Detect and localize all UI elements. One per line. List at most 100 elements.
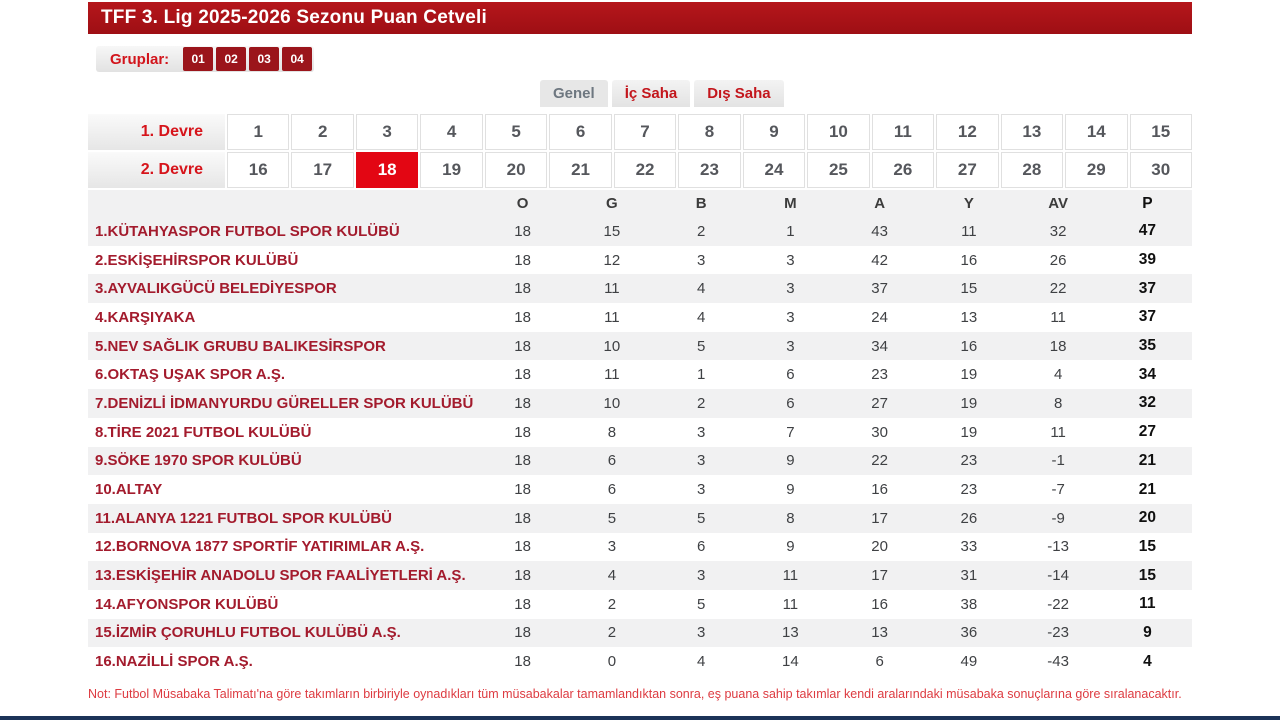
stat-b: 5 [696, 509, 706, 527]
round-17[interactable]: 17 [291, 152, 354, 188]
team-name[interactable]: 8.TİRE 2021 FUTBOL KULÜBÜ [95, 423, 312, 441]
round-12[interactable]: 12 [936, 114, 999, 150]
round-2[interactable]: 2 [291, 114, 354, 150]
tab-genel[interactable]: Genel [540, 80, 608, 107]
round-11[interactable]: 11 [871, 114, 935, 150]
stat-b: 3 [696, 567, 706, 585]
group-button-02[interactable]: 02 [216, 47, 247, 71]
stat-y: 23 [960, 452, 978, 470]
stat-av: 8 [1053, 394, 1063, 412]
team-name[interactable]: 16.NAZİLLİ SPOR A.Ş. [95, 653, 253, 671]
view-tabs: Genel İç Saha Dış Saha [540, 80, 784, 107]
table-row: 7.DENİZLİ İDMANYURDU GÜRELLER SPOR KULÜB… [88, 389, 1192, 418]
stat-m: 3 [786, 308, 795, 326]
team-name[interactable]: 6.OKTAŞ UŞAK SPOR A.Ş. [95, 366, 286, 384]
group-button-01[interactable]: 01 [183, 47, 214, 71]
team-name[interactable]: 3.AYVALIKGÜCÜ BELEDİYESPOR [95, 280, 337, 298]
stat-av: -23 [1047, 624, 1069, 642]
column-header-y: Y [963, 195, 974, 212]
stat-g: 12 [603, 251, 621, 269]
tab-ic-saha[interactable]: İç Saha [611, 80, 691, 107]
stat-o: 18 [514, 567, 531, 585]
stat-av: -43 [1047, 653, 1069, 671]
round-25[interactable]: 25 [807, 152, 870, 188]
table-row: 15.İZMİR ÇORUHLU FUTBOL KULÜBÜ A.Ş. 18 2 3 1… [88, 618, 1192, 648]
stat-g: 11 [604, 280, 620, 298]
stat-y: 26 [960, 509, 978, 527]
stat-a: 42 [871, 251, 888, 269]
stat-p: 11 [1139, 595, 1156, 613]
team-name[interactable]: 15.İZMİR ÇORUHLU FUTBOL KULÜBÜ A.Ş. [95, 624, 401, 642]
team-name[interactable]: 5.NEV SAĞLIK GRUBU BALIKESİRSPOR [95, 337, 386, 355]
stat-y: 16 [960, 337, 978, 355]
stat-b: 5 [696, 337, 706, 355]
stat-p: 39 [1138, 251, 1156, 269]
team-name[interactable]: 7.DENİZLİ İDMANYURDU GÜRELLER SPOR KULÜB… [95, 394, 474, 412]
round-29[interactable]: 29 [1065, 152, 1128, 188]
team-name[interactable]: 13.ESKİŞEHİR ANADOLU SPOR FAALİYETLERİ A… [95, 567, 466, 585]
stat-y: 38 [960, 595, 978, 613]
stat-b: 3 [696, 624, 706, 642]
round-6[interactable]: 6 [549, 114, 612, 150]
group-button-04[interactable]: 04 [282, 47, 313, 71]
stat-m: 13 [782, 624, 799, 642]
team-name[interactable]: 9.SÖKE 1970 SPOR KULÜBÜ [95, 452, 302, 470]
stat-b: 4 [696, 308, 706, 326]
round-9[interactable]: 9 [742, 114, 806, 150]
round-19[interactable]: 19 [420, 152, 483, 188]
stat-a: 20 [871, 538, 888, 556]
round-14[interactable]: 14 [1065, 114, 1128, 150]
round-4[interactable]: 4 [420, 114, 483, 150]
tab-dis-saha[interactable]: Dış Saha [694, 80, 784, 107]
round-1[interactable]: 1 [227, 114, 290, 150]
group-button-03[interactable]: 03 [249, 47, 280, 71]
round-24[interactable]: 24 [742, 152, 806, 188]
round-10[interactable]: 10 [807, 114, 870, 150]
stat-y: 31 [960, 567, 978, 585]
table-row: 6.OKTAŞ UŞAK SPOR A.Ş. 18 11 1 6 23 19 4 34 [88, 360, 1192, 390]
round-20[interactable]: 20 [484, 152, 548, 188]
round-22[interactable]: 22 [613, 152, 677, 188]
round-3[interactable]: 3 [355, 114, 419, 150]
team-name[interactable]: 12.BORNOVA 1877 SPORTİF YATIRIMLAR A.Ş. [95, 538, 425, 556]
stat-a: 16 [871, 481, 888, 499]
table-row: 1.KÜTAHYASPOR FUTBOL SPOR KULÜBÜ 18 15 2 1 43… [88, 217, 1192, 246]
stat-o: 18 [514, 624, 531, 642]
round-23[interactable]: 23 [678, 152, 741, 188]
round-30[interactable]: 30 [1129, 152, 1192, 188]
round-15[interactable]: 15 [1129, 114, 1192, 150]
round-7[interactable]: 7 [613, 114, 677, 150]
round-28[interactable]: 28 [1000, 152, 1064, 188]
round-13[interactable]: 13 [1000, 114, 1064, 150]
round-26[interactable]: 26 [871, 152, 935, 188]
column-header-a: A [874, 195, 886, 212]
stat-m: 11 [782, 567, 799, 585]
stat-p: 32 [1138, 394, 1156, 412]
team-name[interactable]: 1.KÜTAHYASPOR FUTBOL SPOR KULÜBÜ [95, 222, 400, 240]
stat-av: 11 [1050, 308, 1066, 326]
round-27[interactable]: 27 [936, 152, 999, 188]
team-name[interactable]: 2.ESKİŞEHİRSPOR KULÜBÜ [95, 251, 299, 269]
round-8[interactable]: 8 [678, 114, 741, 150]
stat-o: 18 [514, 595, 531, 613]
stat-a: 37 [871, 280, 888, 298]
table-row: 10.ALTAY 18 6 3 9 16 23 -7 21 [88, 475, 1192, 504]
column-header-av: AV [1048, 195, 1068, 212]
stat-av: 22 [1049, 280, 1067, 298]
stat-m: 7 [786, 423, 795, 441]
round-16[interactable]: 16 [227, 152, 290, 188]
team-name[interactable]: 11.ALANYA 1221 FUTBOL SPOR KULÜBÜ [95, 509, 393, 527]
team-name[interactable]: 14.AFYONSPOR KULÜBÜ [95, 595, 279, 613]
round-18-selected[interactable]: 18 [355, 152, 419, 188]
team-name[interactable]: 10.ALTAY [95, 481, 163, 499]
team-name[interactable]: 4.KARŞIYAKA [95, 308, 196, 326]
round-21[interactable]: 21 [549, 152, 612, 188]
stat-m: 8 [786, 509, 795, 527]
groups-label: Gruplar: [110, 50, 170, 68]
stat-g: 3 [607, 538, 617, 556]
round-5[interactable]: 5 [484, 114, 548, 150]
stat-p: 15 [1138, 566, 1156, 584]
stat-y: 15 [960, 280, 978, 298]
stat-y: 16 [960, 251, 978, 269]
stat-g: 0 [607, 653, 617, 671]
